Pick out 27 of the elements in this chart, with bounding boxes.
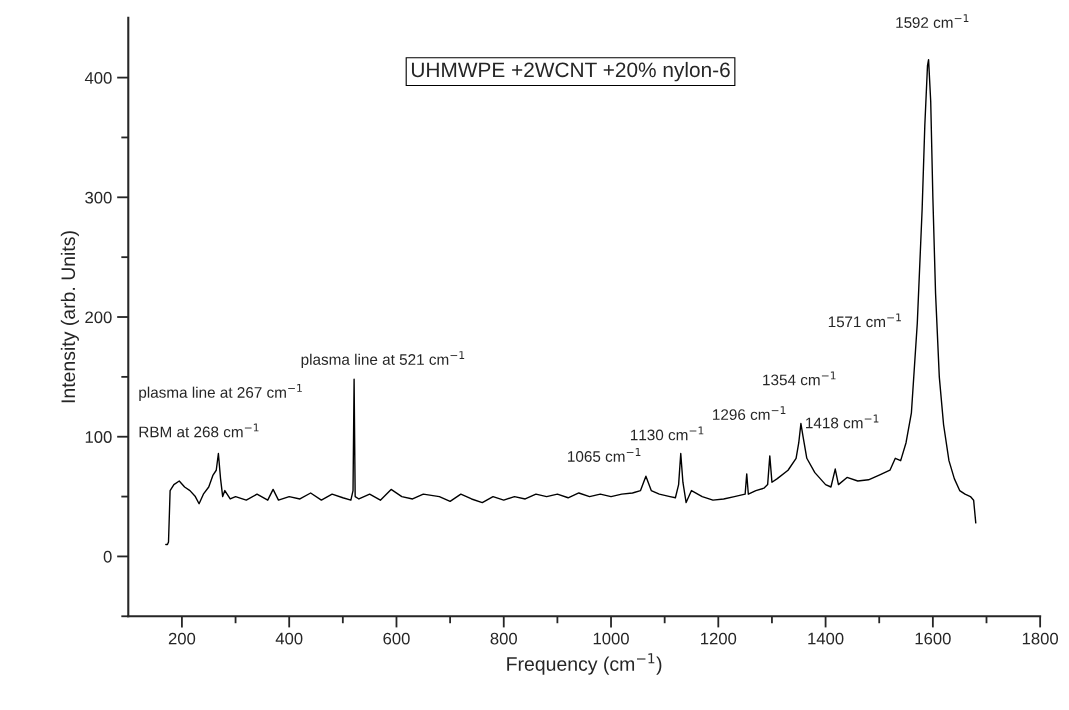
x-tick-label: 1800 xyxy=(1022,632,1059,645)
annotation: 1592 cm$^{−1}$ xyxy=(896,14,969,28)
annotation: 1296 cm$^{−1}$ xyxy=(713,406,786,421)
x-tick-label: 1600 xyxy=(915,632,951,645)
x-tick-label: 1200 xyxy=(701,632,737,645)
x-tick-label: 800 xyxy=(490,632,517,645)
y-axis-title: Intensity (arb. Units) xyxy=(60,231,79,403)
annotation: 1354 cm$^{−1}$ xyxy=(763,371,836,386)
y-tick-label: 300 xyxy=(85,191,112,204)
annotation: 1130 cm$^{−1}$ xyxy=(630,426,704,441)
annotation: 1418 cm$^{−1}$ xyxy=(806,414,879,429)
y-tick-label: 0 xyxy=(103,550,112,563)
x-tick-label: 1400 xyxy=(808,632,844,645)
x-tick-label: 1000 xyxy=(593,632,629,645)
y-tick-label: 100 xyxy=(85,431,112,443)
x-tick-label: 200 xyxy=(168,632,196,645)
annotation: plasma line at 521 cm$^{−1}$ xyxy=(301,351,465,368)
x-tick-label: 400 xyxy=(275,632,303,645)
annotation: plasma line at 267 cm$^{−1}$ xyxy=(139,384,302,401)
y-tick-label: 400 xyxy=(84,72,112,84)
y-tick-label: 200 xyxy=(85,311,112,324)
annotation: RBM at 268 cm$^{−1}$ xyxy=(139,423,259,438)
x-tick-label: 600 xyxy=(383,632,410,645)
text: UHMWPE +2WCNT +20% nylon-6 xyxy=(411,61,730,82)
annotation: 1571 cm$^{−1}$ xyxy=(828,313,901,328)
annotation: 1065 cm$^{−1}$ xyxy=(568,448,641,462)
x-axis-title: Frequency (cm$^{−1}$) xyxy=(507,653,662,675)
